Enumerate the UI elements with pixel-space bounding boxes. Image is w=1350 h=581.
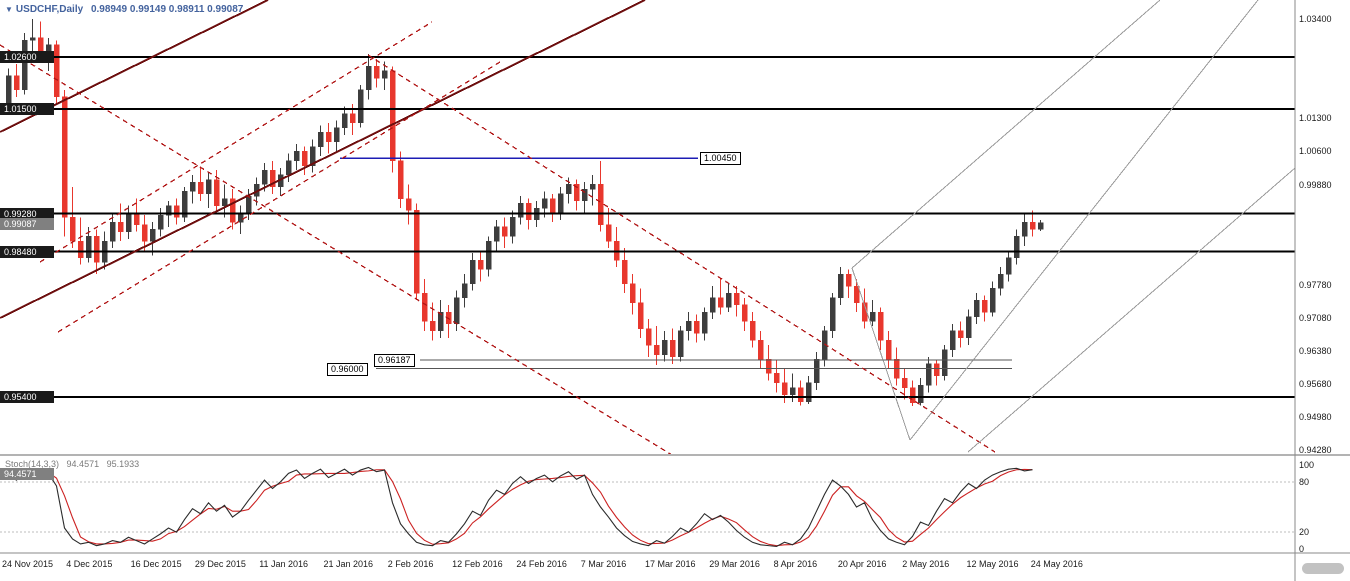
ohlc-readout: 0.98949 0.99149 0.98911 0.99087 — [90, 4, 244, 15]
stoch-main-value: 94.4571 — [66, 459, 100, 469]
symbol-title: USDCHF,Daily — [15, 4, 84, 15]
collapse-icon[interactable]: ▼ — [5, 5, 13, 14]
stoch-header: Stoch(14,3,3) 94.4571 95.1933 — [5, 459, 144, 469]
chart-header: ▼ USDCHF,Daily 0.98949 0.99149 0.98911 0.… — [5, 4, 248, 15]
stoch-signal-value: 95.1933 — [106, 459, 140, 469]
stoch-label: Stoch(14,3,3) — [5, 459, 60, 469]
h-scrollbar-thumb[interactable] — [1302, 563, 1344, 574]
